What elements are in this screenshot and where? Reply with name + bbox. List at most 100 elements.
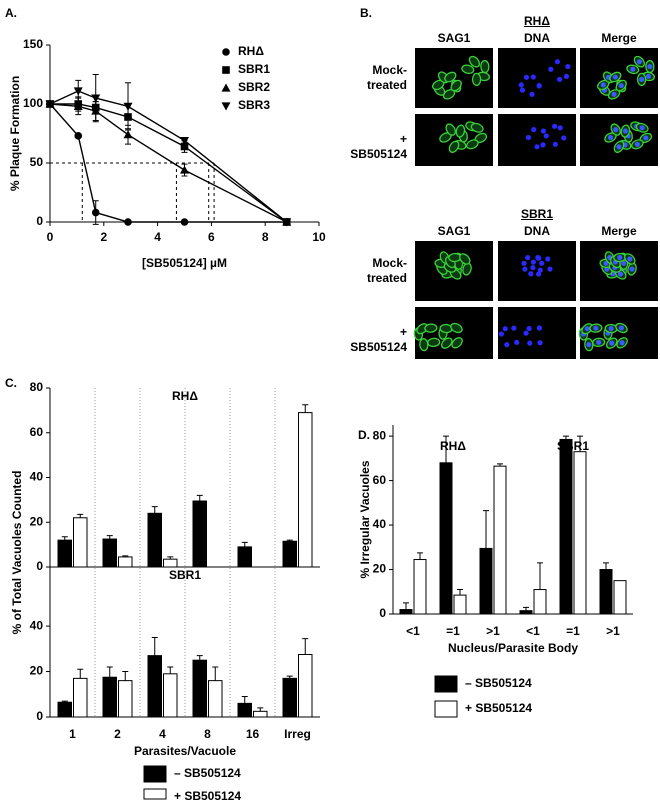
y-tick-label: 100 [23,96,43,110]
row-label: + SB505124 [350,132,407,161]
legend-swatch [143,765,167,783]
nucleus [639,125,645,131]
error-bar [77,513,84,518]
y-tick-label: 40 [30,618,44,632]
nucleus [607,134,614,141]
micrograph [498,114,576,166]
y-tick-label: 20 [373,562,387,576]
y-tick-label: 60 [30,425,44,439]
column-header: SAG1 [437,31,471,45]
x-tick-label: 8 [262,230,269,244]
nucleus [522,266,528,272]
micrograph-background [498,48,576,108]
bar [399,609,413,615]
nucleus [530,259,537,265]
error-bar [241,541,248,547]
error-bar [537,562,543,590]
nucleus [619,340,625,346]
nucleus [554,59,561,65]
nucleus [552,141,558,147]
nucleus [561,135,567,141]
nucleus [547,266,553,272]
error-bar [302,404,309,413]
nucleus [519,87,526,93]
nucleus [514,339,520,345]
nucleus [526,325,532,332]
y-tick-label: 80 [30,380,44,394]
marker [180,136,189,146]
group-label: RHΔ [440,439,466,453]
legend-marker [221,102,231,111]
bar [253,710,268,718]
error-bar [483,510,489,549]
micrograph-background [580,307,658,359]
y-tick-label: 40 [30,470,44,484]
nucleus [618,325,625,331]
x-tick-label: 6 [208,230,215,244]
micrograph [580,48,658,108]
legend-label: SBR2 [238,80,270,94]
nucleus [530,74,536,80]
bar [163,558,178,568]
x-tick-label: =1 [566,624,580,638]
nucleus [584,326,590,332]
panel-label: B. [360,6,372,20]
nucleus [612,74,618,80]
cell [461,64,475,75]
nucleus [545,256,551,262]
cell [480,59,490,74]
nucleus [636,59,643,65]
bar [147,512,162,568]
bar [573,451,587,615]
nucleus [645,73,652,80]
error-bar [106,666,113,678]
bar [533,589,547,615]
y-tick-label: 0 [36,559,43,573]
nucleus [563,73,570,80]
subplot-title: RHΔ [172,389,198,403]
y-tick-label: 20 [30,514,44,528]
x-tick-label: <1 [406,624,420,638]
bar [559,438,573,615]
nucleus [523,74,530,80]
nucleus [540,142,546,148]
error-bar [523,606,529,611]
error-bar [77,668,84,679]
error-bar [403,602,409,610]
nucleus [609,340,615,346]
bar [163,673,178,718]
legend-marker [222,48,230,56]
micrograph [580,241,658,301]
legend-label: + SB505124 [174,789,241,800]
cell [445,123,456,136]
error-bar [151,506,158,514]
nucleus [539,260,545,266]
legend-swatch [143,788,167,800]
nucleus [643,135,649,141]
nucleus [616,144,622,150]
line [49,90,288,223]
error-bar [196,655,203,661]
bar [413,559,427,615]
legend-label: RHΔ [238,44,264,58]
marker [180,142,189,151]
micrograph [415,114,493,166]
row-label: Mock-treated [366,63,407,92]
micrograph-background [415,307,493,359]
nucleus [518,82,524,88]
marker [91,94,101,103]
micrograph-background [498,307,576,359]
cell [450,322,463,334]
bar [192,500,207,568]
nucleus [529,91,535,97]
nucleus [523,330,529,336]
x-tick-label: =1 [446,624,460,638]
error-bar [196,494,203,501]
bar [519,610,533,615]
y-tick-label: 0 [36,709,43,723]
micrograph [580,114,658,166]
marker [124,218,132,226]
nucleus [627,256,633,262]
